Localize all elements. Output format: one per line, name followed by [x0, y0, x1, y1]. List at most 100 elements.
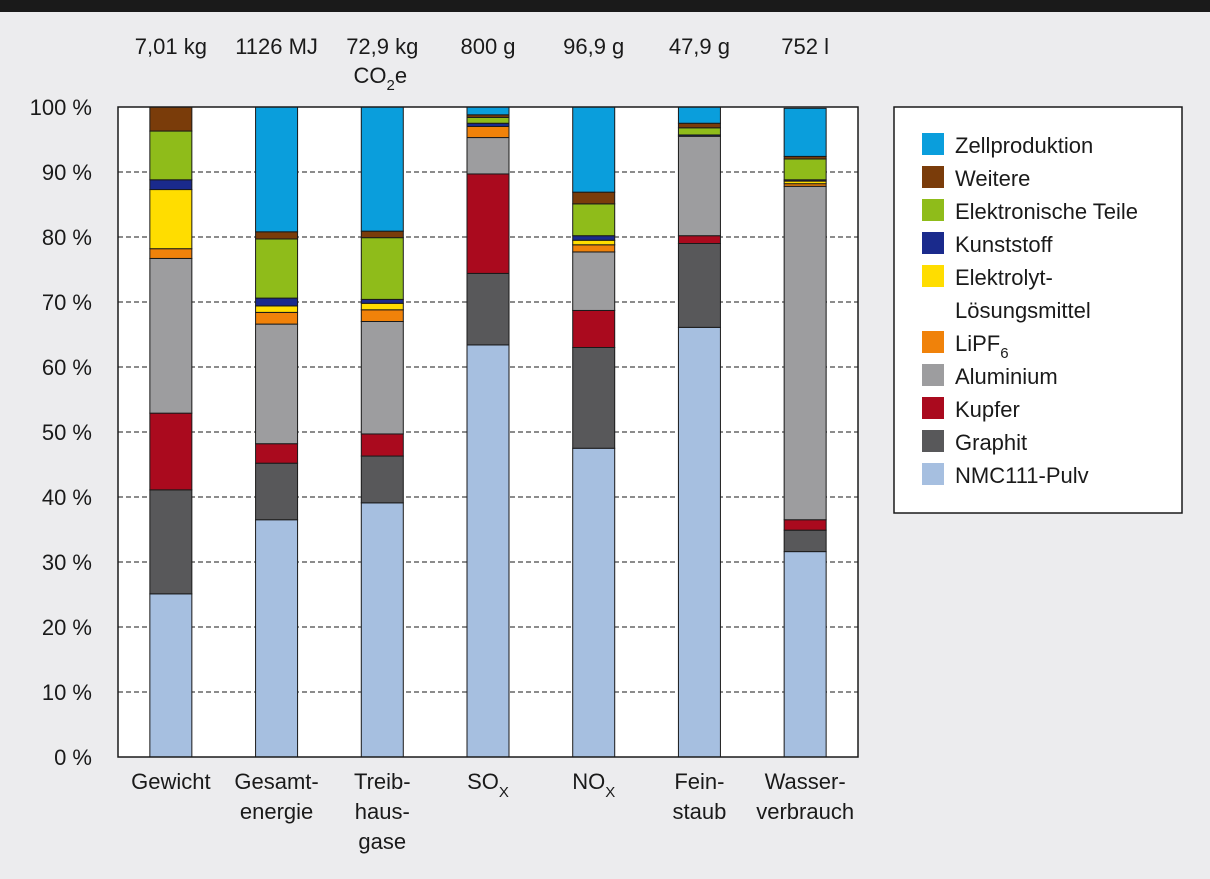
bar-segment: [255, 106, 299, 233]
bar-segment: [255, 305, 299, 313]
x-tick-label: NOX: [572, 769, 615, 801]
total-label: 72,9 kg CO2e: [346, 34, 418, 94]
y-tick-label: 60 %: [42, 355, 92, 380]
legend-label: NMC111-Pulv: [955, 463, 1089, 488]
bar-segment: [466, 344, 510, 758]
bar-segment: [149, 412, 193, 491]
x-tick-label: Treib-haus-gase: [354, 769, 411, 854]
legend-swatch: [922, 331, 944, 353]
x-axis-labels: Gewicht Gesamt-energie Treib-haus-gase SOX N…: [131, 769, 854, 854]
bar-segment: [255, 323, 299, 445]
bar-segment: [783, 185, 827, 521]
plot-frame: [117, 106, 859, 758]
total-label: 96,9 g: [563, 34, 624, 59]
legend-swatch: [922, 232, 944, 254]
bar-segment: [783, 107, 827, 157]
bar-segment: [255, 297, 299, 307]
y-tick-label: 10 %: [42, 680, 92, 705]
bar-segment: [466, 116, 510, 124]
bar-segment: [149, 130, 193, 181]
bar-segment: [572, 447, 616, 758]
legend-swatch: [922, 364, 944, 386]
legend-label: Graphit: [955, 430, 1027, 455]
y-tick-label: 90 %: [42, 160, 92, 185]
legend-swatch: [922, 265, 944, 287]
bar-segment: [149, 489, 193, 595]
legend-label: Weitere: [955, 166, 1030, 191]
y-tick-label: 30 %: [42, 550, 92, 575]
bar-segment: [466, 137, 510, 175]
bar-segment: [572, 239, 616, 246]
total-label: 752 l: [781, 34, 829, 59]
bar-segment: [783, 519, 827, 531]
bar-segment: [149, 248, 193, 259]
bar-segment: [360, 502, 404, 758]
bar-segment: [466, 272, 510, 346]
y-tick-label: 80 %: [42, 225, 92, 250]
bar-segment: [572, 244, 616, 253]
bar-segment: [255, 519, 299, 758]
bar-segment: [466, 126, 510, 139]
bar-segment: [360, 433, 404, 457]
total-label: 47,9 g: [669, 34, 730, 59]
bar-segment: [572, 309, 616, 349]
bar-segment: [360, 237, 404, 300]
legend-label: Elektronische Teile: [955, 199, 1138, 224]
legend-label: Kupfer: [955, 397, 1020, 422]
bar-segment: [677, 127, 721, 136]
y-tick-label: 0 %: [54, 745, 92, 770]
y-tick-label: 50 %: [42, 420, 92, 445]
bar-segment: [677, 135, 721, 237]
bar-segment: [149, 189, 193, 250]
legend-swatch: [922, 133, 944, 155]
bar-segment: [572, 106, 616, 193]
bar-segment: [572, 203, 616, 237]
legend-swatch: [922, 166, 944, 188]
bar-segment: [572, 251, 616, 311]
bar-segment: [466, 106, 510, 116]
bar-segment: [255, 443, 299, 464]
bar-segment: [783, 551, 827, 758]
bar-segment: [360, 230, 404, 239]
x-tick-label: Wasser-verbrauch: [756, 769, 854, 824]
bar-segment: [677, 106, 721, 124]
x-tick-label: Fein-staub: [673, 769, 727, 824]
bar-segment: [255, 462, 299, 521]
bar-segment: [572, 191, 616, 205]
bar-segment: [149, 106, 193, 132]
bar-segment: [677, 326, 721, 758]
bar-segment: [360, 309, 404, 322]
bar-segment: [783, 529, 827, 553]
bar-segment: [677, 235, 721, 244]
legend-label: LiPF6: [955, 331, 1009, 362]
bar-segment: [677, 243, 721, 328]
y-tick-label: 100 %: [30, 95, 92, 120]
total-label: 800 g: [460, 34, 515, 59]
bar-segment: [360, 302, 404, 311]
bar-segment: [360, 321, 404, 435]
bar-segment: [149, 593, 193, 758]
total-labels: 7,01 kg 1126 MJ 72,9 kg CO2e 800 g 96,9 g 47,9…: [135, 34, 829, 94]
bar-segment: [149, 257, 193, 414]
top-bar: [0, 0, 1210, 12]
bars: [149, 106, 827, 758]
bar-segment: [255, 231, 299, 240]
legend: Zellproduktion Weitere Elektronische Teile…: [893, 106, 1183, 514]
bar-segment: [149, 179, 193, 191]
bar-segment: [572, 235, 616, 241]
legend-swatch: [922, 430, 944, 452]
total-label: 7,01 kg: [135, 34, 207, 59]
bar-segment: [572, 347, 616, 449]
bar-segment: [360, 455, 404, 504]
y-tick-label: 40 %: [42, 485, 92, 510]
bar-segment: [360, 106, 404, 232]
bar-segment: [360, 298, 404, 304]
legend-swatch: [922, 199, 944, 221]
x-tick-label: Gesamt-energie: [234, 769, 318, 824]
total-label: 1126 MJ: [235, 34, 318, 59]
bar-segment: [466, 173, 510, 274]
x-tick-label: SOX: [467, 769, 509, 801]
legend-label: Aluminium: [955, 364, 1058, 389]
